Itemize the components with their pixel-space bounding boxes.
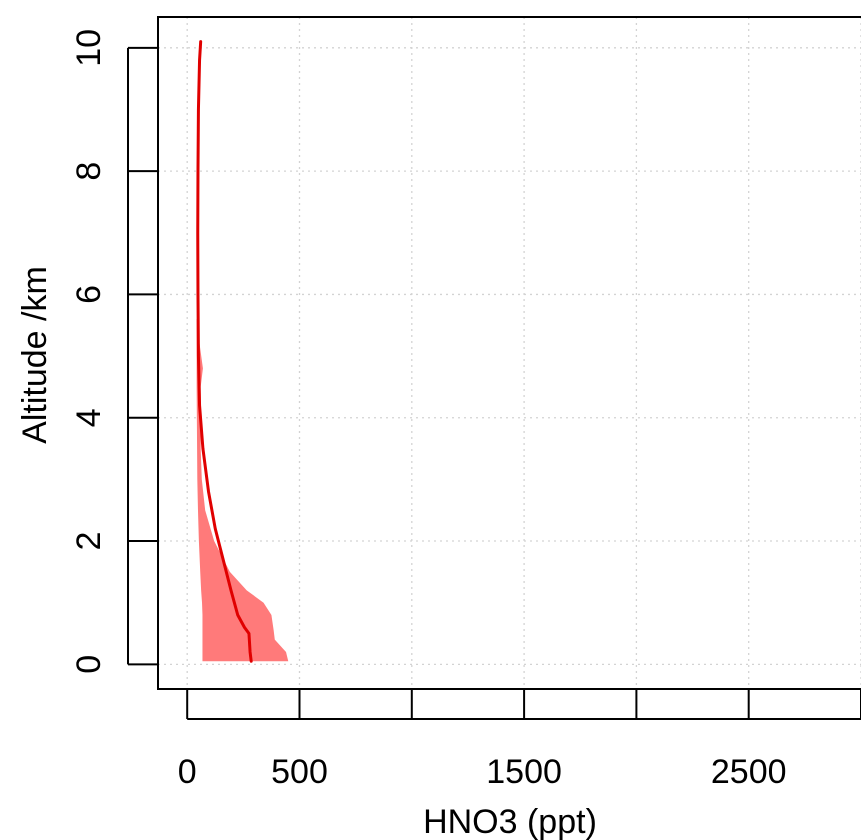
y-tick-label: 4 bbox=[70, 408, 108, 427]
axes: 0 500 1500 2500 0 2 4 6 8 10 bbox=[70, 16, 861, 791]
band-area bbox=[196, 319, 289, 662]
x-tick-label: 0 bbox=[178, 753, 197, 791]
y-tick-label: 2 bbox=[70, 532, 108, 551]
x-axis-title: HNO3 (ppt) bbox=[423, 803, 597, 840]
y-tick-label: 8 bbox=[70, 162, 108, 181]
series-line bbox=[196, 40, 253, 663]
grid-lines bbox=[158, 17, 861, 689]
x-tick-label: 2500 bbox=[711, 753, 787, 791]
uncertainty-band bbox=[196, 319, 289, 662]
y-tick-label: 6 bbox=[70, 285, 108, 304]
x-tick-label: 500 bbox=[271, 753, 328, 791]
x-tick-label: 1500 bbox=[486, 753, 562, 791]
data-series bbox=[196, 40, 253, 663]
y-axis-title: Altitude /km bbox=[16, 266, 54, 444]
y-tick-label: 0 bbox=[70, 655, 108, 674]
y-tick-label: 10 bbox=[70, 29, 108, 67]
plot-frame bbox=[157, 16, 861, 690]
